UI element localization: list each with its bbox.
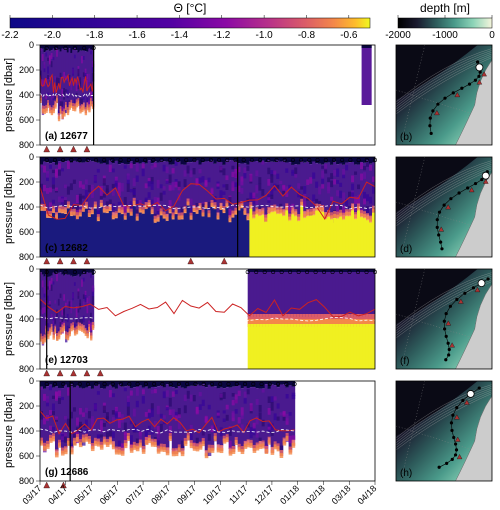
svg-text:-2.2: -2.2 [1,30,19,41]
svg-text:-0.6: -0.6 [340,30,358,41]
svg-text:-1.0: -1.0 [256,30,274,41]
svg-text:0: 0 [29,264,34,274]
figure-root: Θ [°C] -2.2 -2.0 -1.8 -1.6 -1.4 -1.2 -1.0 -0.8 -… [0,0,500,510]
svg-text:800: 800 [19,476,34,486]
svg-text:-1.8: -1.8 [86,30,104,41]
svg-text:-0.8: -0.8 [298,30,316,41]
svg-text:06/17: 06/17 [98,483,121,506]
svg-text:-1.2: -1.2 [213,30,231,41]
colorbar-depth: depth [m] -2000 -1000 0 [385,1,495,41]
svg-text:02/18: 02/18 [304,483,327,506]
svg-text:400: 400 [19,426,34,436]
svg-text:400: 400 [19,202,34,212]
svg-text:(c) 12682: (c) 12682 [45,243,88,254]
svg-text:200: 200 [19,289,34,299]
svg-text:400: 400 [19,314,34,324]
svg-text:(b): (b) [400,132,412,143]
svg-text:03/18: 03/18 [330,483,353,506]
svg-text:200: 200 [19,401,34,411]
svg-text:11/17: 11/17 [227,483,250,506]
svg-text:pressure [dbar]: pressure [dbar] [3,394,15,468]
svg-text:07/17: 07/17 [123,483,146,506]
svg-text:0: 0 [29,376,34,386]
svg-text:0: 0 [489,30,495,41]
svg-text:(h): (h) [400,468,412,479]
svg-text:600: 600 [19,451,34,461]
svg-text:pressure [dbar]: pressure [dbar] [3,282,15,356]
svg-text:(f): (f) [400,356,409,367]
svg-text:0: 0 [29,152,34,162]
right-panel-(d): (d) [396,157,492,257]
right-panel-(b): (b) [396,45,492,145]
left-panel-e: 0 200 400 600 800 pressure [dbar] (e) 12703 [3,264,377,376]
right-panel-(f): (f) [396,269,492,369]
left-panels-group: 0 200 400 600 800 pressure [dbar] (a) 12677 0 20… [3,40,377,488]
svg-text:10/17: 10/17 [201,483,224,506]
svg-text:600: 600 [19,227,34,237]
left-panel-a: 0 200 400 600 800 pressure [dbar] (a) 12677 [3,40,375,152]
svg-text:-2000: -2000 [385,30,411,41]
svg-text:(a) 12677: (a) 12677 [45,131,88,142]
svg-text:(e) 12703: (e) 12703 [45,355,88,366]
figure-svg: Θ [°C] -2.2 -2.0 -1.8 -1.6 -1.4 -1.2 -1.0 -0.8 -… [0,0,500,510]
svg-text:800: 800 [19,364,34,374]
svg-text:01/18: 01/18 [278,483,301,506]
svg-text:-1.6: -1.6 [128,30,146,41]
svg-text:05/17: 05/17 [72,483,95,506]
right-panel-(h): (h) [396,381,492,481]
svg-text:pressure [dbar]: pressure [dbar] [3,58,15,132]
colorbar-theta-label: Θ [°C] [174,1,207,15]
svg-text:(g) 12686: (g) 12686 [45,467,89,478]
svg-text:04/18: 04/18 [355,483,378,506]
svg-text:800: 800 [19,252,34,262]
colorbar-depth-label: depth [m] [420,1,470,15]
svg-text:200: 200 [19,177,34,187]
right-panels-group: (b) (d) (f) (h) [396,45,492,481]
svg-text:03/17: 03/17 [20,483,43,506]
svg-text:200: 200 [19,65,34,75]
svg-text:-1000: -1000 [432,30,458,41]
svg-text:-1.4: -1.4 [171,30,189,41]
colorbar-theta: Θ [°C] -2.2 -2.0 -1.8 -1.6 -1.4 -1.2 -1.0 -0.8 -… [1,1,370,41]
svg-text:-2.0: -2.0 [44,30,62,41]
left-panel-c: 0 200 400 600 800 pressure [dbar] (c) 12682 [3,152,377,264]
svg-text:600: 600 [19,339,34,349]
svg-text:600: 600 [19,115,34,125]
svg-text:(d): (d) [400,244,412,255]
svg-text:08/17: 08/17 [149,483,172,506]
svg-text:0: 0 [29,40,34,50]
svg-text:400: 400 [19,90,34,100]
left-panel-g: 0 200 400 600 800 pressure [dbar] (g) 12686 [3,376,375,488]
svg-text:800: 800 [19,140,34,150]
svg-text:12/17: 12/17 [252,483,275,506]
svg-text:pressure [dbar]: pressure [dbar] [3,170,15,244]
svg-text:09/17: 09/17 [175,483,198,506]
xaxis: 03/1704/1705/1706/1707/1708/1709/1710/17… [20,481,378,506]
